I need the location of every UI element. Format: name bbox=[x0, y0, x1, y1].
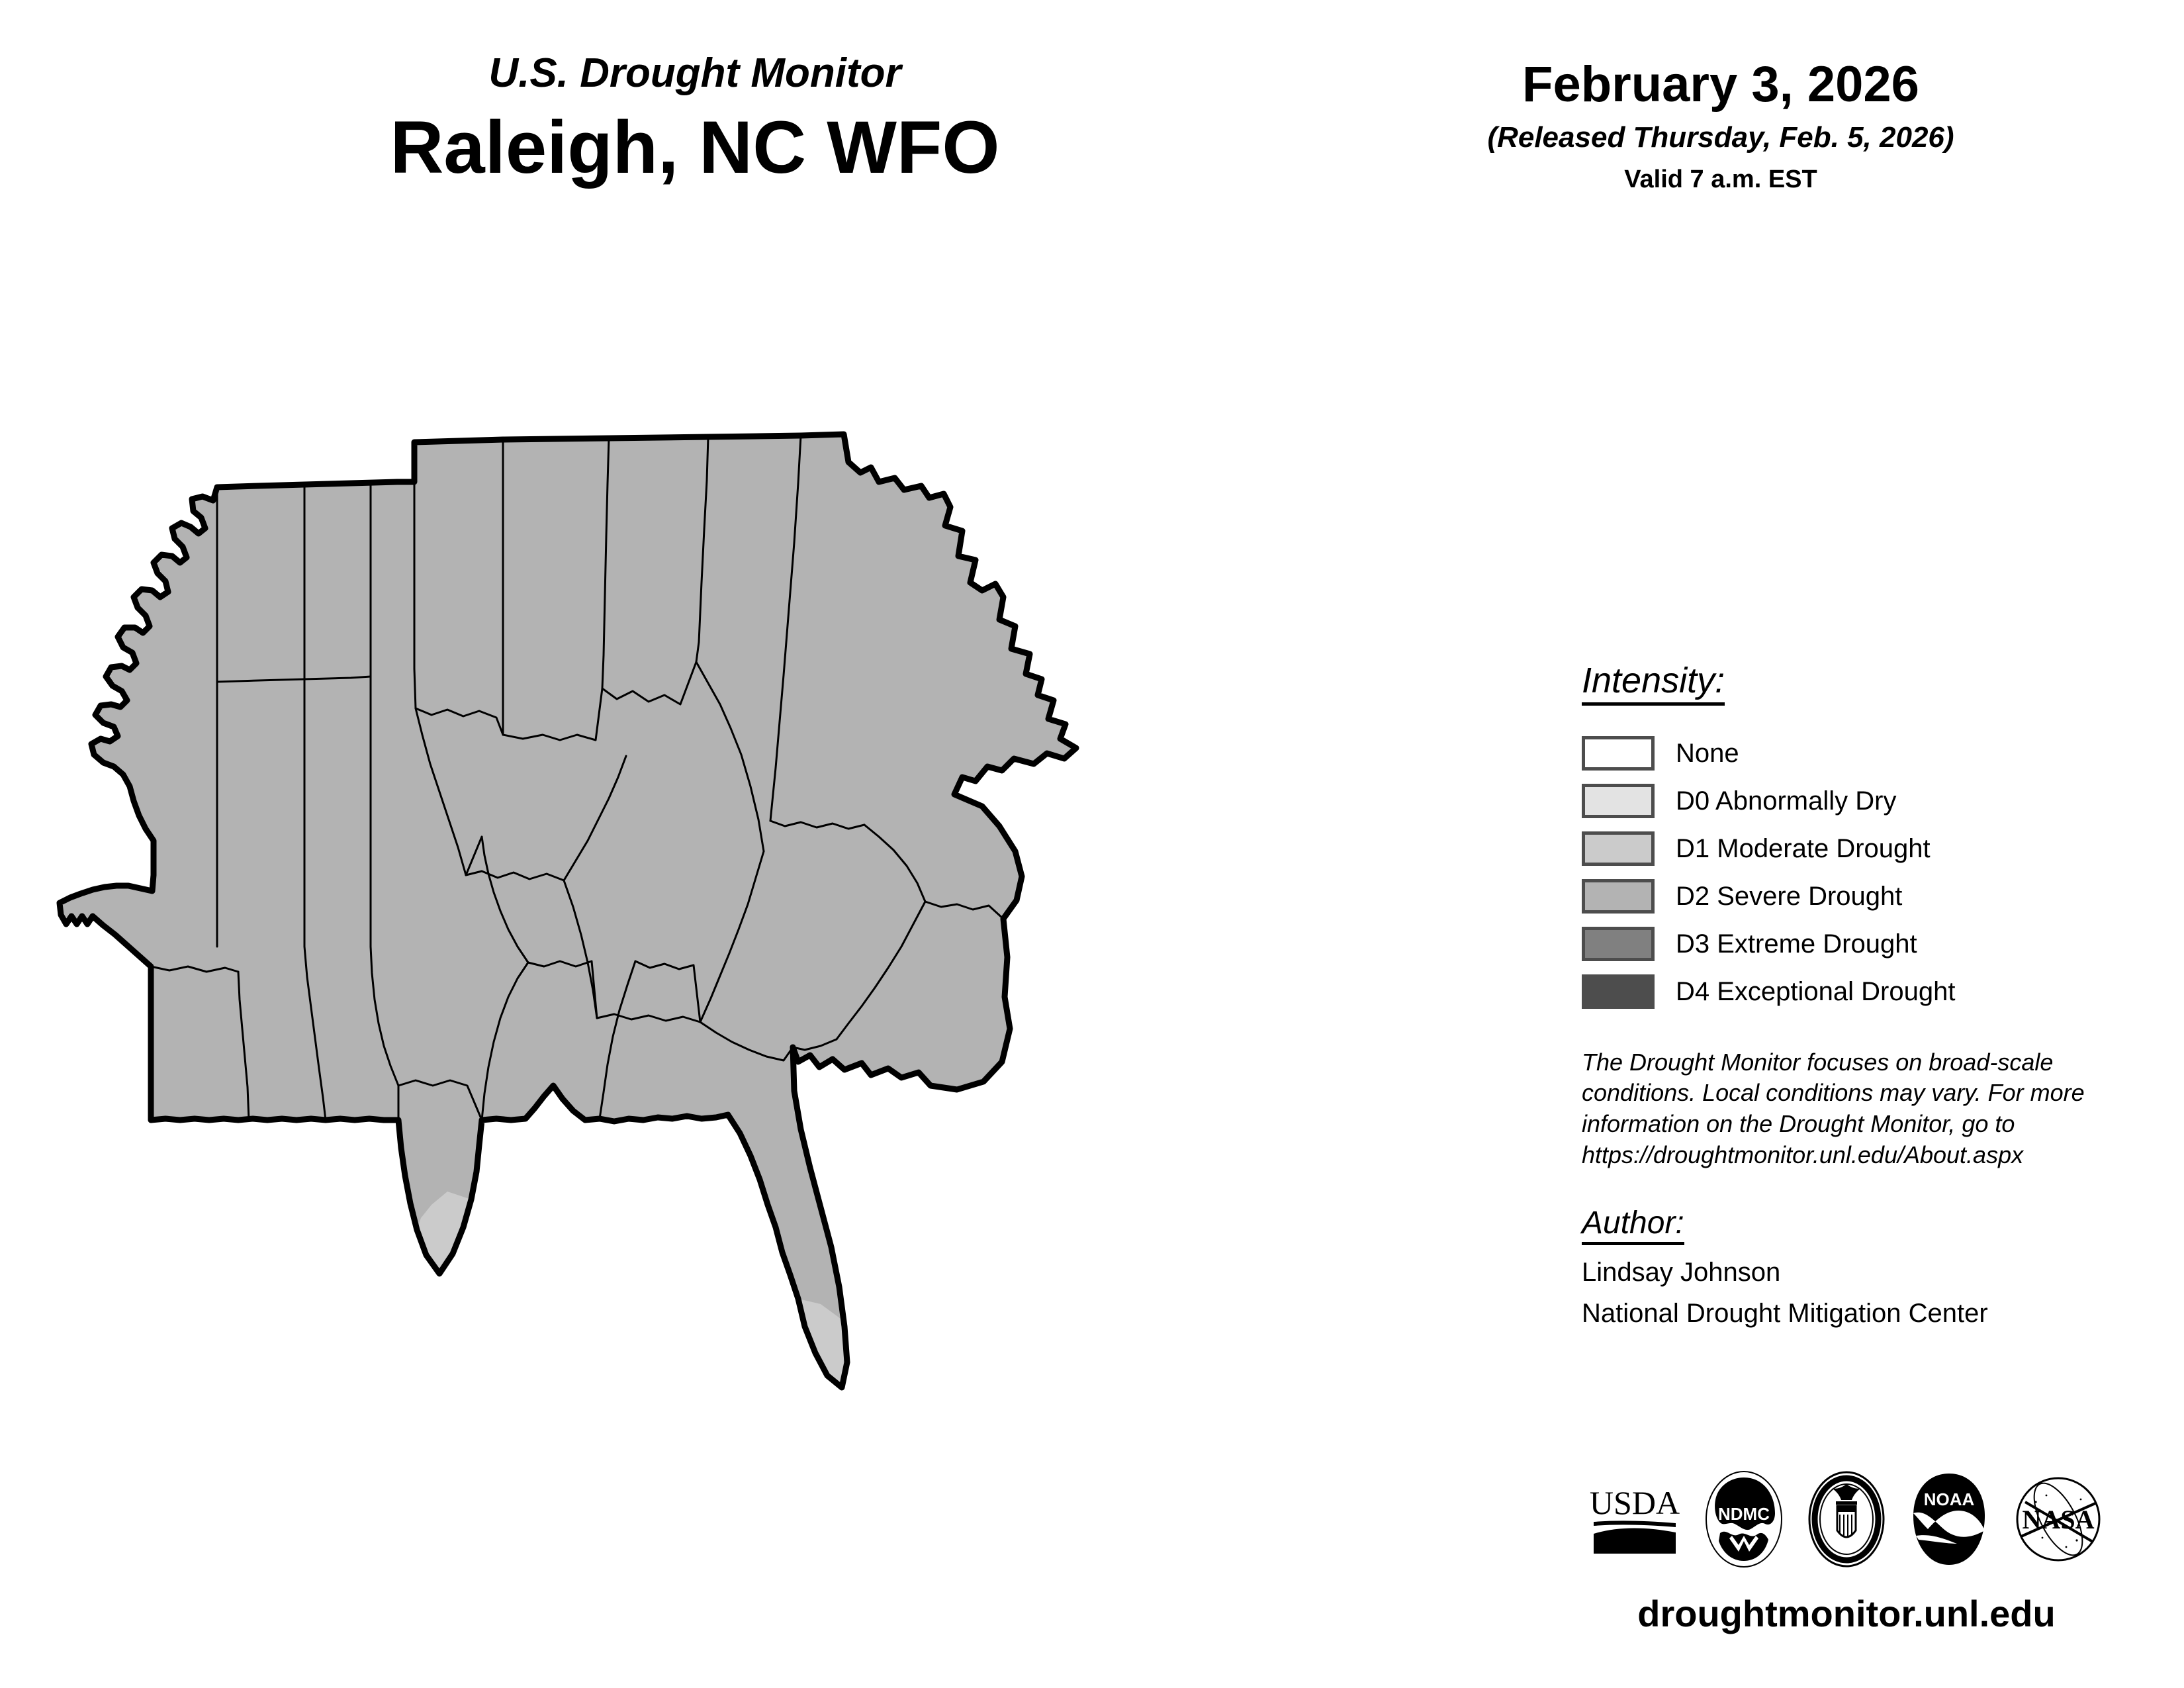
county-boundary-line bbox=[601, 437, 610, 690]
legend-swatch-d2 bbox=[1582, 878, 1655, 914]
noaa-logo: NOAA bbox=[1909, 1470, 1989, 1572]
released-date: (Released Thursday, Feb. 5, 2026) bbox=[1487, 121, 1954, 154]
county-boundary-line bbox=[835, 900, 927, 1041]
disclaimer-text: The Drought Monitor focuses on broad-sca… bbox=[1582, 1048, 2085, 1169]
county-boundary-line bbox=[769, 434, 802, 822]
agency-logos: USDA NDMC bbox=[1588, 1466, 2105, 1575]
svg-text:NASA: NASA bbox=[2023, 1505, 2095, 1534]
county-boundary-line bbox=[792, 1038, 838, 1051]
legend-item-d1[interactable]: D1 Moderate Drought bbox=[1582, 825, 2164, 872]
author-heading: Author: bbox=[1582, 1206, 1684, 1246]
footer-url[interactable]: droughtmonitor.unl.edu bbox=[1637, 1593, 2056, 1634]
legend-items: None D0 Abnormally Dry D1 Moderate Droug… bbox=[1582, 729, 2164, 1015]
svg-text:USDA: USDA bbox=[1590, 1484, 1680, 1521]
county-boundary-line bbox=[480, 961, 529, 1121]
legend-item-d2[interactable]: D2 Severe Drought bbox=[1582, 872, 2164, 920]
county-boundary-line bbox=[465, 835, 483, 876]
county-boundaries bbox=[150, 434, 1005, 1121]
legend-swatch-d1 bbox=[1582, 831, 1655, 866]
county-boundary-line bbox=[699, 850, 765, 1023]
region-main-warning-area[interactable] bbox=[60, 434, 1076, 1387]
county-boundary-line bbox=[369, 945, 400, 1121]
legend-swatch-d3 bbox=[1582, 926, 1655, 961]
county-boundary-line bbox=[150, 965, 240, 973]
author-name: Lindsay Johnson bbox=[1582, 1258, 1781, 1288]
region-southeast-tip[interactable] bbox=[798, 1299, 844, 1387]
legend-label-d1: D1 Moderate Drought bbox=[1676, 833, 1931, 863]
legend-label-d4: D4 Exceptional Drought bbox=[1676, 976, 1956, 1006]
svg-text:NDMC: NDMC bbox=[1718, 1504, 1770, 1524]
legend-label-d3: D3 Extreme Drought bbox=[1676, 929, 1917, 959]
county-boundary-line bbox=[924, 900, 1005, 920]
county-boundary-line bbox=[601, 661, 698, 706]
svg-text:NOAA: NOAA bbox=[1924, 1489, 1975, 1509]
legend-label-d0: D0 Abnormally Dry bbox=[1676, 786, 1897, 816]
legend-item-none[interactable]: None bbox=[1582, 729, 2164, 777]
county-boundary-line bbox=[634, 960, 702, 1023]
nasa-logo: NASA bbox=[2012, 1473, 2105, 1569]
county-boundary-line bbox=[598, 960, 637, 1120]
legend-heading: Intensity: bbox=[1582, 662, 1725, 706]
drought-map[interactable] bbox=[40, 424, 1535, 1456]
legend-swatch-d4 bbox=[1582, 974, 1655, 1009]
county-boundary-line bbox=[596, 1013, 702, 1023]
valid-time: Valid 7 a.m. EST bbox=[1624, 165, 1817, 193]
county-boundary-line bbox=[237, 970, 250, 1121]
author-affiliation: National Drought Mitigation Center bbox=[1582, 1299, 1988, 1329]
county-boundary-line bbox=[695, 436, 709, 663]
drought-monitor-eyebrow: U.S. Drought Monitor bbox=[488, 50, 901, 96]
legend-label-none: None bbox=[1676, 738, 1739, 768]
legend-item-d0[interactable]: D0 Abnormally Dry bbox=[1582, 777, 2164, 825]
valid-date: February 3, 2026 bbox=[1522, 56, 1919, 113]
legend-item-d3[interactable]: D3 Extreme Drought bbox=[1582, 920, 2164, 968]
title-block: U.S. Drought Monitor Raleigh, NC WFO bbox=[199, 53, 1191, 187]
county-boundary-line bbox=[480, 835, 529, 964]
county-boundary-line bbox=[413, 481, 417, 710]
county-boundary-line bbox=[699, 1021, 794, 1062]
county-boundary-line bbox=[563, 755, 627, 882]
county-boundary-line bbox=[397, 1079, 483, 1121]
county-boundary-line bbox=[414, 707, 467, 876]
legend-item-d4[interactable]: D4 Exceptional Drought bbox=[1582, 968, 2164, 1015]
ndmc-logo: NDMC bbox=[1704, 1470, 1784, 1572]
county-boundary-line bbox=[695, 661, 765, 853]
legend-swatch-none bbox=[1582, 735, 1655, 771]
county-boundary-line bbox=[465, 870, 565, 882]
region-south-central-tip[interactable] bbox=[417, 1192, 471, 1274]
page-title: Raleigh, NC WFO bbox=[390, 106, 1000, 189]
county-boundary-line bbox=[769, 820, 866, 830]
legend-panel: Intensity: None D0 Abnormally Dry D1 Mod… bbox=[1582, 662, 2164, 1327]
county-boundary-line bbox=[303, 945, 327, 1121]
map-svg[interactable] bbox=[40, 424, 1535, 1456]
date-block: February 3, 2026 (Released Thursday, Feb… bbox=[1416, 56, 2025, 193]
county-boundary-line bbox=[414, 707, 504, 736]
usda-logo: USDA bbox=[1588, 1479, 1681, 1562]
doc-logo bbox=[1807, 1470, 1886, 1572]
legend-label-d2: D2 Severe Drought bbox=[1676, 881, 1903, 911]
warning-area-outline bbox=[56, 431, 1079, 1391]
county-boundary-line bbox=[527, 960, 598, 1019]
county-boundary-line bbox=[502, 687, 604, 741]
county-boundary-line bbox=[863, 823, 927, 903]
county-boundary-line bbox=[563, 879, 598, 1019]
legend-swatch-d0 bbox=[1582, 783, 1655, 818]
